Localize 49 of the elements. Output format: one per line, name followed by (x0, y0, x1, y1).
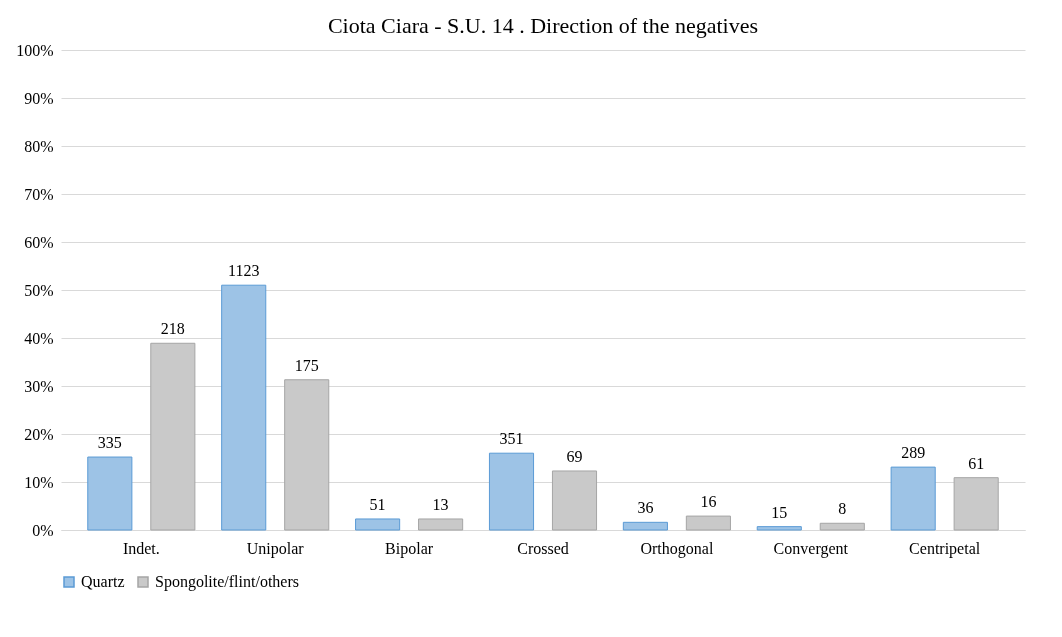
bar (284, 379, 330, 531)
y-tick-label: 30% (24, 377, 54, 395)
bar (551, 470, 598, 531)
x-tick-label: Bipolar (385, 539, 434, 558)
bar (87, 456, 133, 531)
annotation: 8 (838, 500, 847, 518)
annotation: 218 (160, 320, 185, 338)
bar (819, 522, 865, 531)
chart-title: Ciota Ciara - S.U. 14 . Direction of the negatives (327, 13, 759, 38)
annotation: 36 (637, 499, 654, 517)
bar (685, 515, 731, 531)
annotation: 61 (968, 454, 985, 472)
y-tick-label: 10% (24, 473, 54, 491)
bar (756, 526, 802, 531)
x-tick-label: Convergent (773, 539, 849, 558)
x-tick-label: Centripetal (909, 539, 981, 558)
bar (622, 521, 668, 531)
x-tick-label: Indet. (122, 539, 160, 557)
annotation: 69 (566, 447, 583, 465)
bar (355, 518, 401, 531)
y-tick-label: 60% (24, 233, 54, 251)
annotation: 175 (294, 356, 319, 374)
annotation: 51 (369, 495, 386, 513)
annotation: 335 (97, 434, 122, 452)
y-tick-label: 100% (16, 41, 54, 59)
y-tick-label: 20% (24, 425, 54, 443)
bar (221, 284, 267, 531)
bar (953, 477, 999, 531)
x-tick-label: Unipolar (246, 539, 305, 558)
y-tick-label: 70% (24, 185, 54, 203)
annotation: 1123 (228, 262, 260, 280)
y-tick-label: 0% (32, 521, 54, 539)
y-tick-label: 50% (24, 281, 54, 299)
annotation: 13 (432, 495, 449, 513)
y-tick-label: 90% (24, 89, 54, 107)
y-tick-label: 40% (24, 329, 54, 347)
bar (488, 452, 535, 531)
annotation: 351 (499, 430, 524, 448)
legend-label: Quartz (81, 573, 125, 590)
annotation: 15 (771, 503, 788, 521)
x-tick-label: Orthogonal (640, 539, 714, 558)
bar (418, 518, 464, 531)
annotation: 289 (901, 444, 926, 462)
annotation: 16 (700, 493, 717, 511)
bar (890, 466, 936, 531)
x-tick-label: Crossed (517, 539, 569, 557)
legend-label: Spongolite/flint/others (155, 573, 299, 591)
bar (150, 342, 196, 531)
y-tick-label: 80% (24, 137, 54, 155)
